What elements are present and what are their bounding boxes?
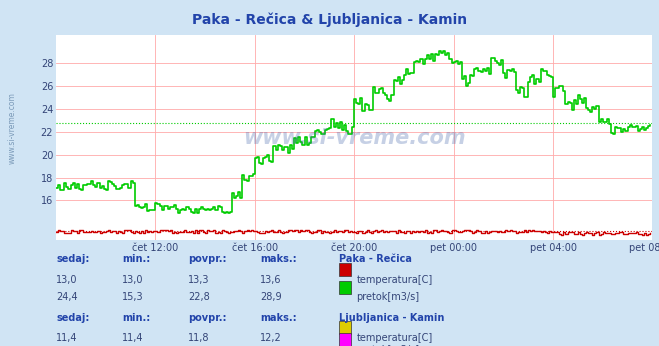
Text: 13,0: 13,0 [56,275,78,285]
Text: min.:: min.: [122,254,150,264]
Text: 12,2: 12,2 [260,333,282,343]
Text: maks.:: maks.: [260,313,297,323]
Text: 24,4: 24,4 [56,292,78,302]
Text: maks.:: maks.: [260,254,297,264]
Text: 11,8: 11,8 [188,333,210,343]
Text: 28,9: 28,9 [260,292,282,302]
Text: www.si-vreme.com: www.si-vreme.com [8,92,17,164]
Text: temperatura[C]: temperatura[C] [357,275,433,285]
Text: 22,8: 22,8 [188,292,210,302]
Text: 13,6: 13,6 [260,275,282,285]
Text: 11,4: 11,4 [122,333,144,343]
Text: -nan: -nan [56,345,78,346]
Text: -nan: -nan [260,345,282,346]
Text: -nan: -nan [122,345,144,346]
Text: sedaj:: sedaj: [56,313,90,323]
Text: pretok[m3/s]: pretok[m3/s] [357,292,420,302]
Text: Paka - Rečica & Ljubljanica - Kamin: Paka - Rečica & Ljubljanica - Kamin [192,12,467,27]
Text: -nan: -nan [188,345,210,346]
Text: povpr.:: povpr.: [188,313,226,323]
Text: Paka - Rečica: Paka - Rečica [339,254,413,264]
Text: pretok[m3/s]: pretok[m3/s] [357,345,420,346]
Text: sedaj:: sedaj: [56,254,90,264]
Text: temperatura[C]: temperatura[C] [357,333,433,343]
Text: 13,0: 13,0 [122,275,144,285]
Text: 13,3: 13,3 [188,275,210,285]
Text: 15,3: 15,3 [122,292,144,302]
Text: povpr.:: povpr.: [188,254,226,264]
Text: 11,4: 11,4 [56,333,78,343]
Text: Ljubljanica - Kamin: Ljubljanica - Kamin [339,313,445,323]
Text: min.:: min.: [122,313,150,323]
Text: www.si-vreme.com: www.si-vreme.com [243,128,465,147]
